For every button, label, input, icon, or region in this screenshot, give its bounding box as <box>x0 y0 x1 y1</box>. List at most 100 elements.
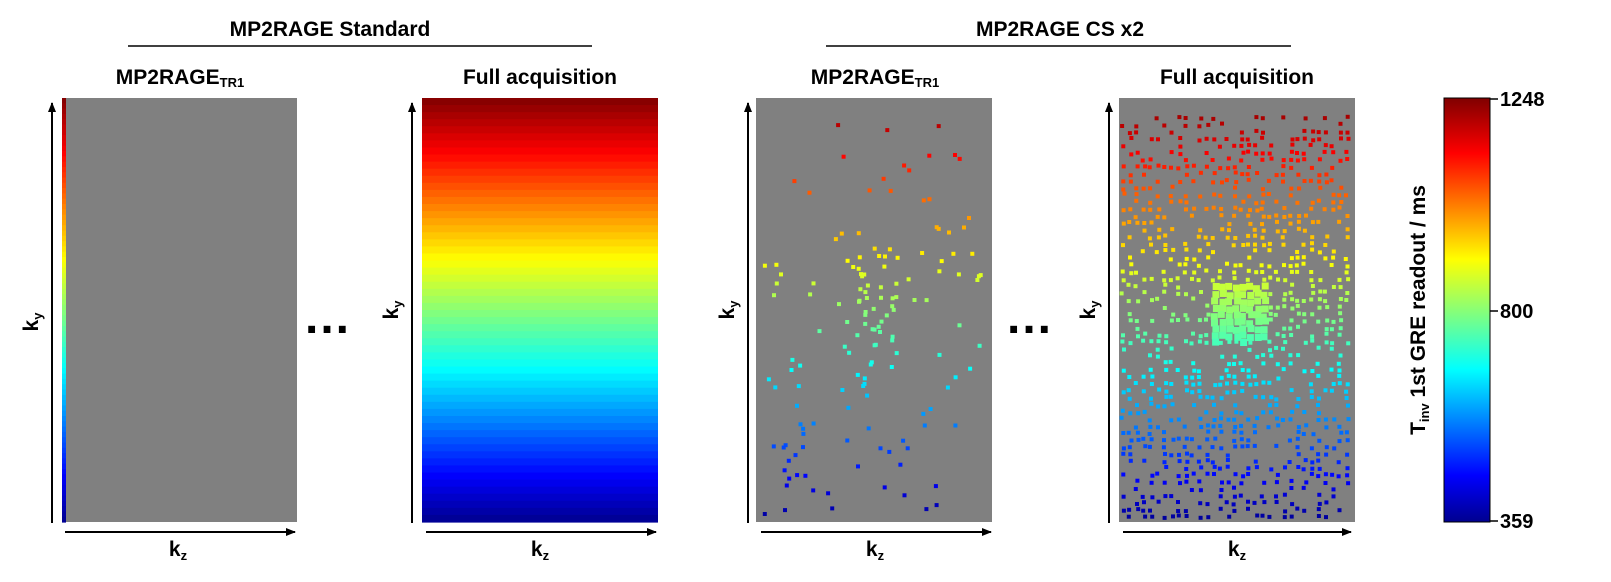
sample-point <box>977 343 982 348</box>
sample-point <box>862 272 867 277</box>
sample-point <box>1255 317 1263 325</box>
sample-point <box>953 153 957 157</box>
sample-point <box>1310 247 1315 252</box>
sample-point <box>1303 116 1308 121</box>
sample-point <box>1127 312 1132 317</box>
sample-point <box>885 128 890 133</box>
sample-point <box>1254 289 1262 297</box>
ellipsis-cs: ... <box>1007 291 1053 344</box>
kspace-line <box>62 416 66 422</box>
sample-point <box>1308 382 1313 387</box>
kspace-line <box>62 426 66 433</box>
kspace-line <box>422 500 658 509</box>
sample-point <box>1281 334 1286 338</box>
kspace-background <box>62 98 297 522</box>
sample-point <box>1163 248 1168 252</box>
axes-panel-3: ky kz <box>716 102 992 563</box>
ky-label-3: ky <box>716 300 741 320</box>
sample-point <box>1296 219 1301 224</box>
sample-point <box>1296 172 1301 177</box>
sample-point <box>1234 297 1242 305</box>
sample-point <box>1274 213 1279 218</box>
sample-point <box>1255 305 1263 313</box>
sample-point <box>1141 436 1146 441</box>
sample-point <box>1128 318 1133 323</box>
kspace-line <box>422 437 658 445</box>
sample-point <box>1203 235 1208 240</box>
kspace-line <box>422 154 658 163</box>
kspace-line <box>422 260 658 269</box>
sample-point <box>1218 506 1223 511</box>
sample-point <box>1134 319 1139 323</box>
sample-point <box>894 295 899 300</box>
sample-point <box>1226 417 1231 422</box>
sample-point <box>1344 270 1349 275</box>
sample-point <box>857 255 862 260</box>
sample-point <box>872 327 877 332</box>
sample-point <box>1150 514 1155 519</box>
sample-point <box>1192 270 1197 275</box>
sample-point <box>766 377 771 382</box>
sample-point <box>833 237 838 242</box>
sample-point <box>1147 418 1152 423</box>
sample-point <box>882 485 887 490</box>
sample-point <box>1324 500 1329 505</box>
sample-point <box>1345 227 1350 232</box>
sample-point <box>1246 499 1250 504</box>
sample-point <box>1141 374 1146 379</box>
kspace-line <box>422 112 658 120</box>
sample-point <box>1143 514 1148 519</box>
sample-point <box>1289 318 1294 323</box>
sample-point <box>890 296 895 301</box>
sample-point <box>855 372 860 377</box>
sample-point <box>1133 425 1138 430</box>
sample-point <box>1225 458 1230 462</box>
sample-point <box>1120 339 1125 344</box>
sample-point <box>1255 171 1260 175</box>
sample-point <box>1190 375 1195 380</box>
sample-point <box>1281 164 1286 169</box>
sample-point <box>1147 432 1152 436</box>
sample-point <box>1225 453 1230 458</box>
sample-point <box>1191 361 1196 366</box>
sample-point <box>1176 417 1181 422</box>
kspace-line <box>62 193 66 200</box>
sample-point <box>1239 291 1246 299</box>
sample-point <box>1198 228 1203 233</box>
sample-point <box>1267 264 1272 269</box>
sample-point <box>1254 201 1259 206</box>
sample-point <box>1324 180 1329 185</box>
sample-point <box>1121 221 1126 226</box>
sample-point <box>1246 306 1253 314</box>
sample-point <box>1329 178 1334 183</box>
sample-point <box>1239 325 1247 333</box>
sample-point <box>1185 451 1189 456</box>
sample-point <box>906 277 911 282</box>
sample-point <box>1163 282 1168 287</box>
sample-point <box>1246 320 1254 328</box>
kspace-line <box>422 281 658 290</box>
sample-point <box>1254 311 1262 319</box>
sample-point <box>1281 367 1286 372</box>
sample-point <box>887 449 892 454</box>
sample-point <box>1205 458 1210 463</box>
sample-point <box>1212 472 1216 476</box>
kspace-line <box>62 98 66 104</box>
sample-point <box>1121 208 1126 213</box>
sample-point <box>1126 388 1131 393</box>
sample-point <box>863 321 868 326</box>
sample-point <box>1164 381 1169 386</box>
kspace-line <box>62 113 66 120</box>
sample-point <box>1268 410 1273 415</box>
sample-point <box>1260 200 1265 205</box>
sample-point <box>1232 276 1237 281</box>
sample-point <box>1134 186 1139 191</box>
sample-point <box>774 262 779 267</box>
sample-point <box>1191 382 1196 387</box>
sample-point <box>1289 186 1294 191</box>
sample-point <box>1231 243 1236 248</box>
sample-point <box>1290 137 1295 142</box>
sample-point <box>1177 452 1181 457</box>
sample-point <box>1149 480 1154 485</box>
sample-point <box>1339 318 1344 323</box>
